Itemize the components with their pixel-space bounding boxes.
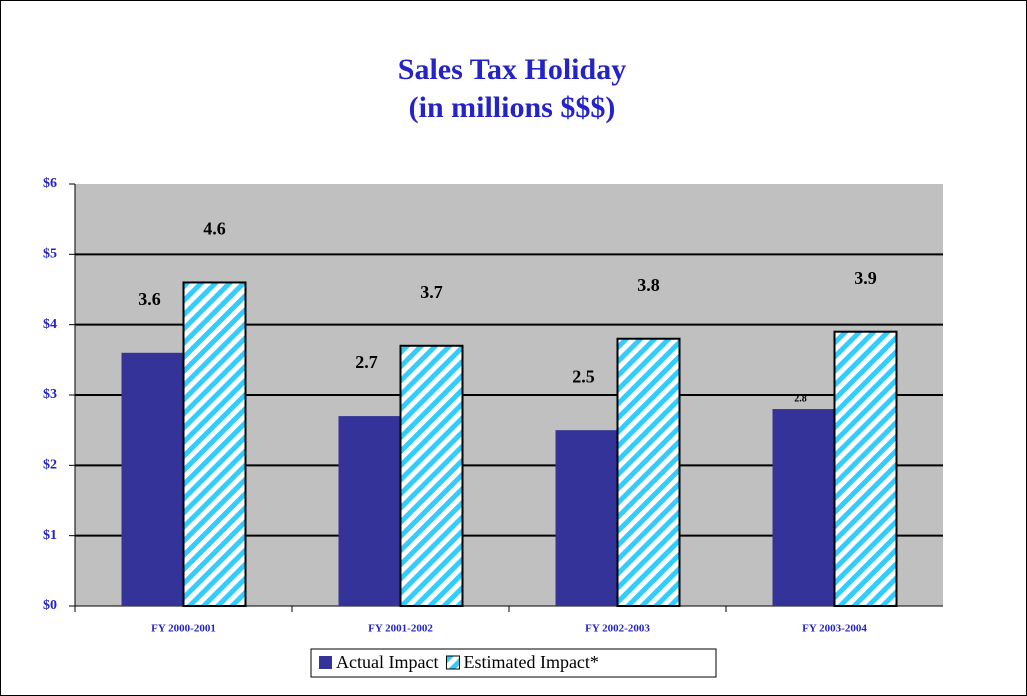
y-tick-label: $4	[43, 317, 57, 332]
bar	[616, 337, 681, 607]
bar	[399, 344, 464, 607]
bar	[555, 430, 618, 606]
y-tick-label: $1	[43, 528, 57, 543]
data-label: 4.6	[203, 219, 226, 239]
y-tick-label: $5	[43, 247, 57, 262]
chart-title: Sales Tax Holiday	[398, 53, 626, 86]
data-label: 3.8	[637, 275, 660, 295]
x-tick-label: FY 2003-2004	[802, 623, 867, 635]
y-tick-label: $0	[43, 598, 57, 613]
legend-swatch	[319, 656, 332, 669]
chart-subtitle: (in millions $$$)	[409, 91, 616, 124]
data-label: 3.9	[854, 268, 877, 288]
x-tick-label: FY 2002-2003	[585, 623, 650, 635]
y-tick-label: $3	[43, 387, 57, 402]
bar	[772, 409, 835, 606]
x-tick-label: FY 2001-2002	[368, 623, 433, 635]
legend-swatch	[445, 655, 460, 670]
bar	[121, 352, 184, 606]
x-tick-label: FY 2000-2001	[151, 623, 216, 635]
legend-box	[310, 648, 717, 678]
data-label: 3.7	[420, 282, 443, 302]
bar	[833, 330, 898, 607]
legend-label: Actual Impact	[336, 652, 438, 672]
y-tick-label: $6	[43, 176, 57, 191]
data-label: 2.7	[355, 352, 378, 372]
data-label: 3.6	[138, 289, 161, 309]
data-label: 2.5	[572, 366, 595, 386]
bar	[338, 416, 401, 606]
legend-label: Estimated Impact*	[463, 652, 598, 672]
bar	[182, 281, 247, 607]
data-label: 2.8	[794, 393, 807, 404]
y-tick-label: $2	[43, 458, 57, 473]
